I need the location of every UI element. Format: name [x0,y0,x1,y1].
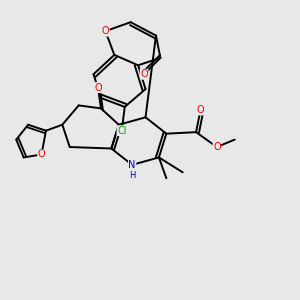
Text: Cl: Cl [117,126,127,136]
Text: O: O [38,149,45,160]
Text: O: O [94,82,102,93]
Text: O: O [197,105,204,115]
Text: O: O [102,26,109,36]
Text: H: H [129,171,135,180]
Text: N: N [128,160,136,170]
Text: O: O [140,69,148,79]
Text: O: O [213,142,221,152]
